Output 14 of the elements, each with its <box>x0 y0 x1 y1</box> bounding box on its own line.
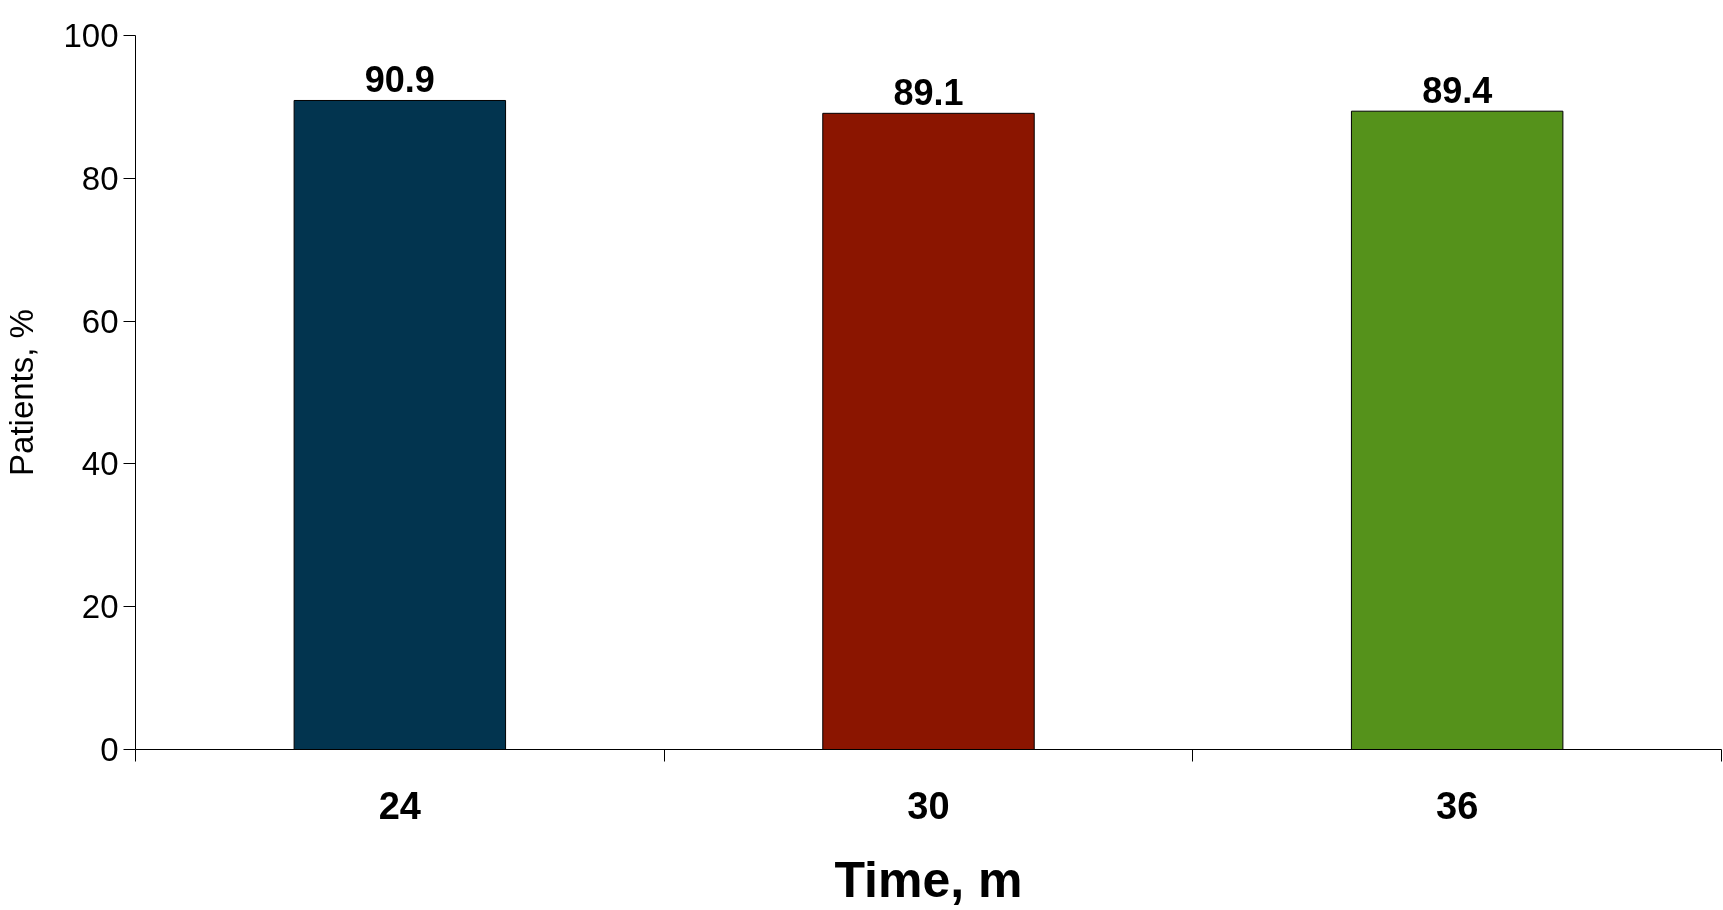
y-tick-label: 100 <box>63 17 119 54</box>
y-tick-label: 20 <box>81 588 119 626</box>
x-axis-title: Time, m <box>834 851 1023 908</box>
x-tick-label: 36 <box>1436 784 1479 827</box>
data-label: 89.4 <box>1422 70 1493 112</box>
data-label: 89.1 <box>893 72 964 114</box>
y-tick-label: 60 <box>81 302 119 340</box>
x-tick-label: 24 <box>378 784 421 827</box>
data-label: 90.9 <box>364 59 435 101</box>
x-tick-label: 30 <box>907 784 950 827</box>
y-axis-title: Patients, % <box>3 309 41 476</box>
y-tick-label: 0 <box>100 731 119 768</box>
y-tick-label: 40 <box>81 445 119 483</box>
y-tick-label: 80 <box>81 159 119 197</box>
